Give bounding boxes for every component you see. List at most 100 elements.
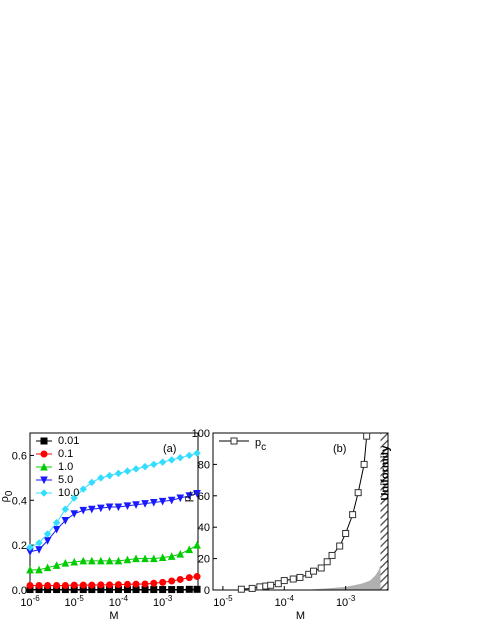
marker — [176, 575, 184, 583]
marker — [248, 584, 256, 592]
legend-name: 1.0 — [58, 461, 73, 473]
marker — [35, 565, 43, 574]
label-base: p — [182, 496, 194, 502]
marker — [97, 556, 105, 565]
marker — [336, 542, 344, 550]
marker — [158, 497, 167, 506]
x-tick-label: 10-6 — [20, 594, 40, 609]
marker — [44, 582, 52, 590]
marker — [354, 489, 362, 497]
marker — [132, 501, 140, 509]
shaded-region — [302, 564, 381, 590]
marker — [349, 511, 357, 519]
marker — [185, 574, 193, 582]
marker — [342, 529, 350, 537]
marker — [43, 537, 52, 545]
marker — [168, 577, 176, 585]
marker — [61, 558, 70, 567]
marker — [158, 553, 167, 561]
y-tick-label: 60 — [198, 491, 210, 503]
marker — [26, 565, 34, 574]
y-tick-label: 100 — [192, 428, 210, 440]
marker — [97, 581, 105, 589]
marker — [123, 580, 131, 588]
tick-exp: -5 — [225, 594, 233, 603]
legend-marker — [230, 437, 238, 445]
legend-name: 0.1 — [58, 448, 73, 460]
marker — [123, 502, 132, 511]
tick-exp: -4 — [121, 594, 129, 603]
legend-label: 1.0 — [58, 461, 73, 473]
marker — [53, 582, 61, 590]
marker — [193, 490, 201, 498]
marker — [141, 554, 149, 563]
marker — [35, 582, 43, 590]
legend-label: 10.0 — [58, 487, 79, 499]
marker — [88, 581, 96, 589]
marker — [274, 580, 282, 588]
marker — [43, 530, 52, 538]
legend-name: 10.0 — [58, 487, 79, 499]
tick-base: 10 — [213, 597, 225, 609]
marker — [176, 494, 185, 503]
x-axis-label: M — [109, 610, 118, 621]
marker — [149, 554, 158, 563]
marker — [70, 581, 78, 589]
marker — [114, 469, 123, 478]
marker — [141, 462, 149, 471]
legend-marker — [40, 450, 48, 458]
marker — [193, 541, 201, 549]
marker — [79, 485, 87, 493]
marker — [114, 503, 123, 512]
marker — [26, 582, 34, 590]
marker — [159, 586, 167, 594]
marker — [52, 561, 61, 569]
marker — [105, 503, 114, 512]
marker — [106, 581, 114, 589]
marker — [132, 465, 140, 473]
tick-base: 10 — [109, 597, 121, 609]
x-tick-label: 10-3 — [153, 594, 173, 609]
marker — [97, 474, 105, 482]
y-tick-label: 0 — [204, 585, 210, 597]
legend-label: pc — [255, 437, 266, 453]
marker — [159, 578, 167, 586]
marker — [193, 585, 201, 593]
legend-name: 0.01 — [58, 435, 79, 447]
y-tick-label: 0.2 — [12, 540, 27, 552]
band-label: Uniformity — [379, 445, 391, 501]
legend-marker — [40, 476, 48, 485]
legend-label: 0.01 — [58, 435, 79, 447]
marker — [52, 519, 61, 527]
marker — [150, 460, 158, 469]
marker — [167, 456, 176, 464]
marker — [289, 575, 297, 583]
marker — [185, 585, 193, 593]
series-line — [241, 436, 368, 590]
marker — [267, 581, 275, 589]
marker — [256, 583, 264, 591]
marker — [79, 556, 88, 565]
y-tick-label: 20 — [198, 554, 210, 566]
legend-marker — [40, 489, 48, 497]
marker — [132, 554, 140, 563]
marker — [88, 505, 96, 514]
marker — [114, 581, 122, 589]
tick-exp: -3 — [165, 594, 173, 603]
marker — [114, 556, 123, 565]
x-axis-label: M — [296, 610, 305, 621]
legend-sub: c — [261, 442, 266, 453]
marker — [70, 510, 79, 518]
x-tick-label: 10-4 — [109, 594, 129, 609]
legend-name: p — [255, 437, 261, 449]
tick-exp: -6 — [33, 594, 41, 603]
tick-exp: -5 — [77, 594, 85, 603]
tick-base: 10 — [275, 597, 287, 609]
marker — [193, 573, 201, 581]
marker — [176, 453, 184, 462]
marker — [363, 432, 371, 440]
marker — [105, 556, 114, 565]
marker — [360, 460, 368, 468]
x-tick-label: 10-3 — [336, 594, 356, 609]
